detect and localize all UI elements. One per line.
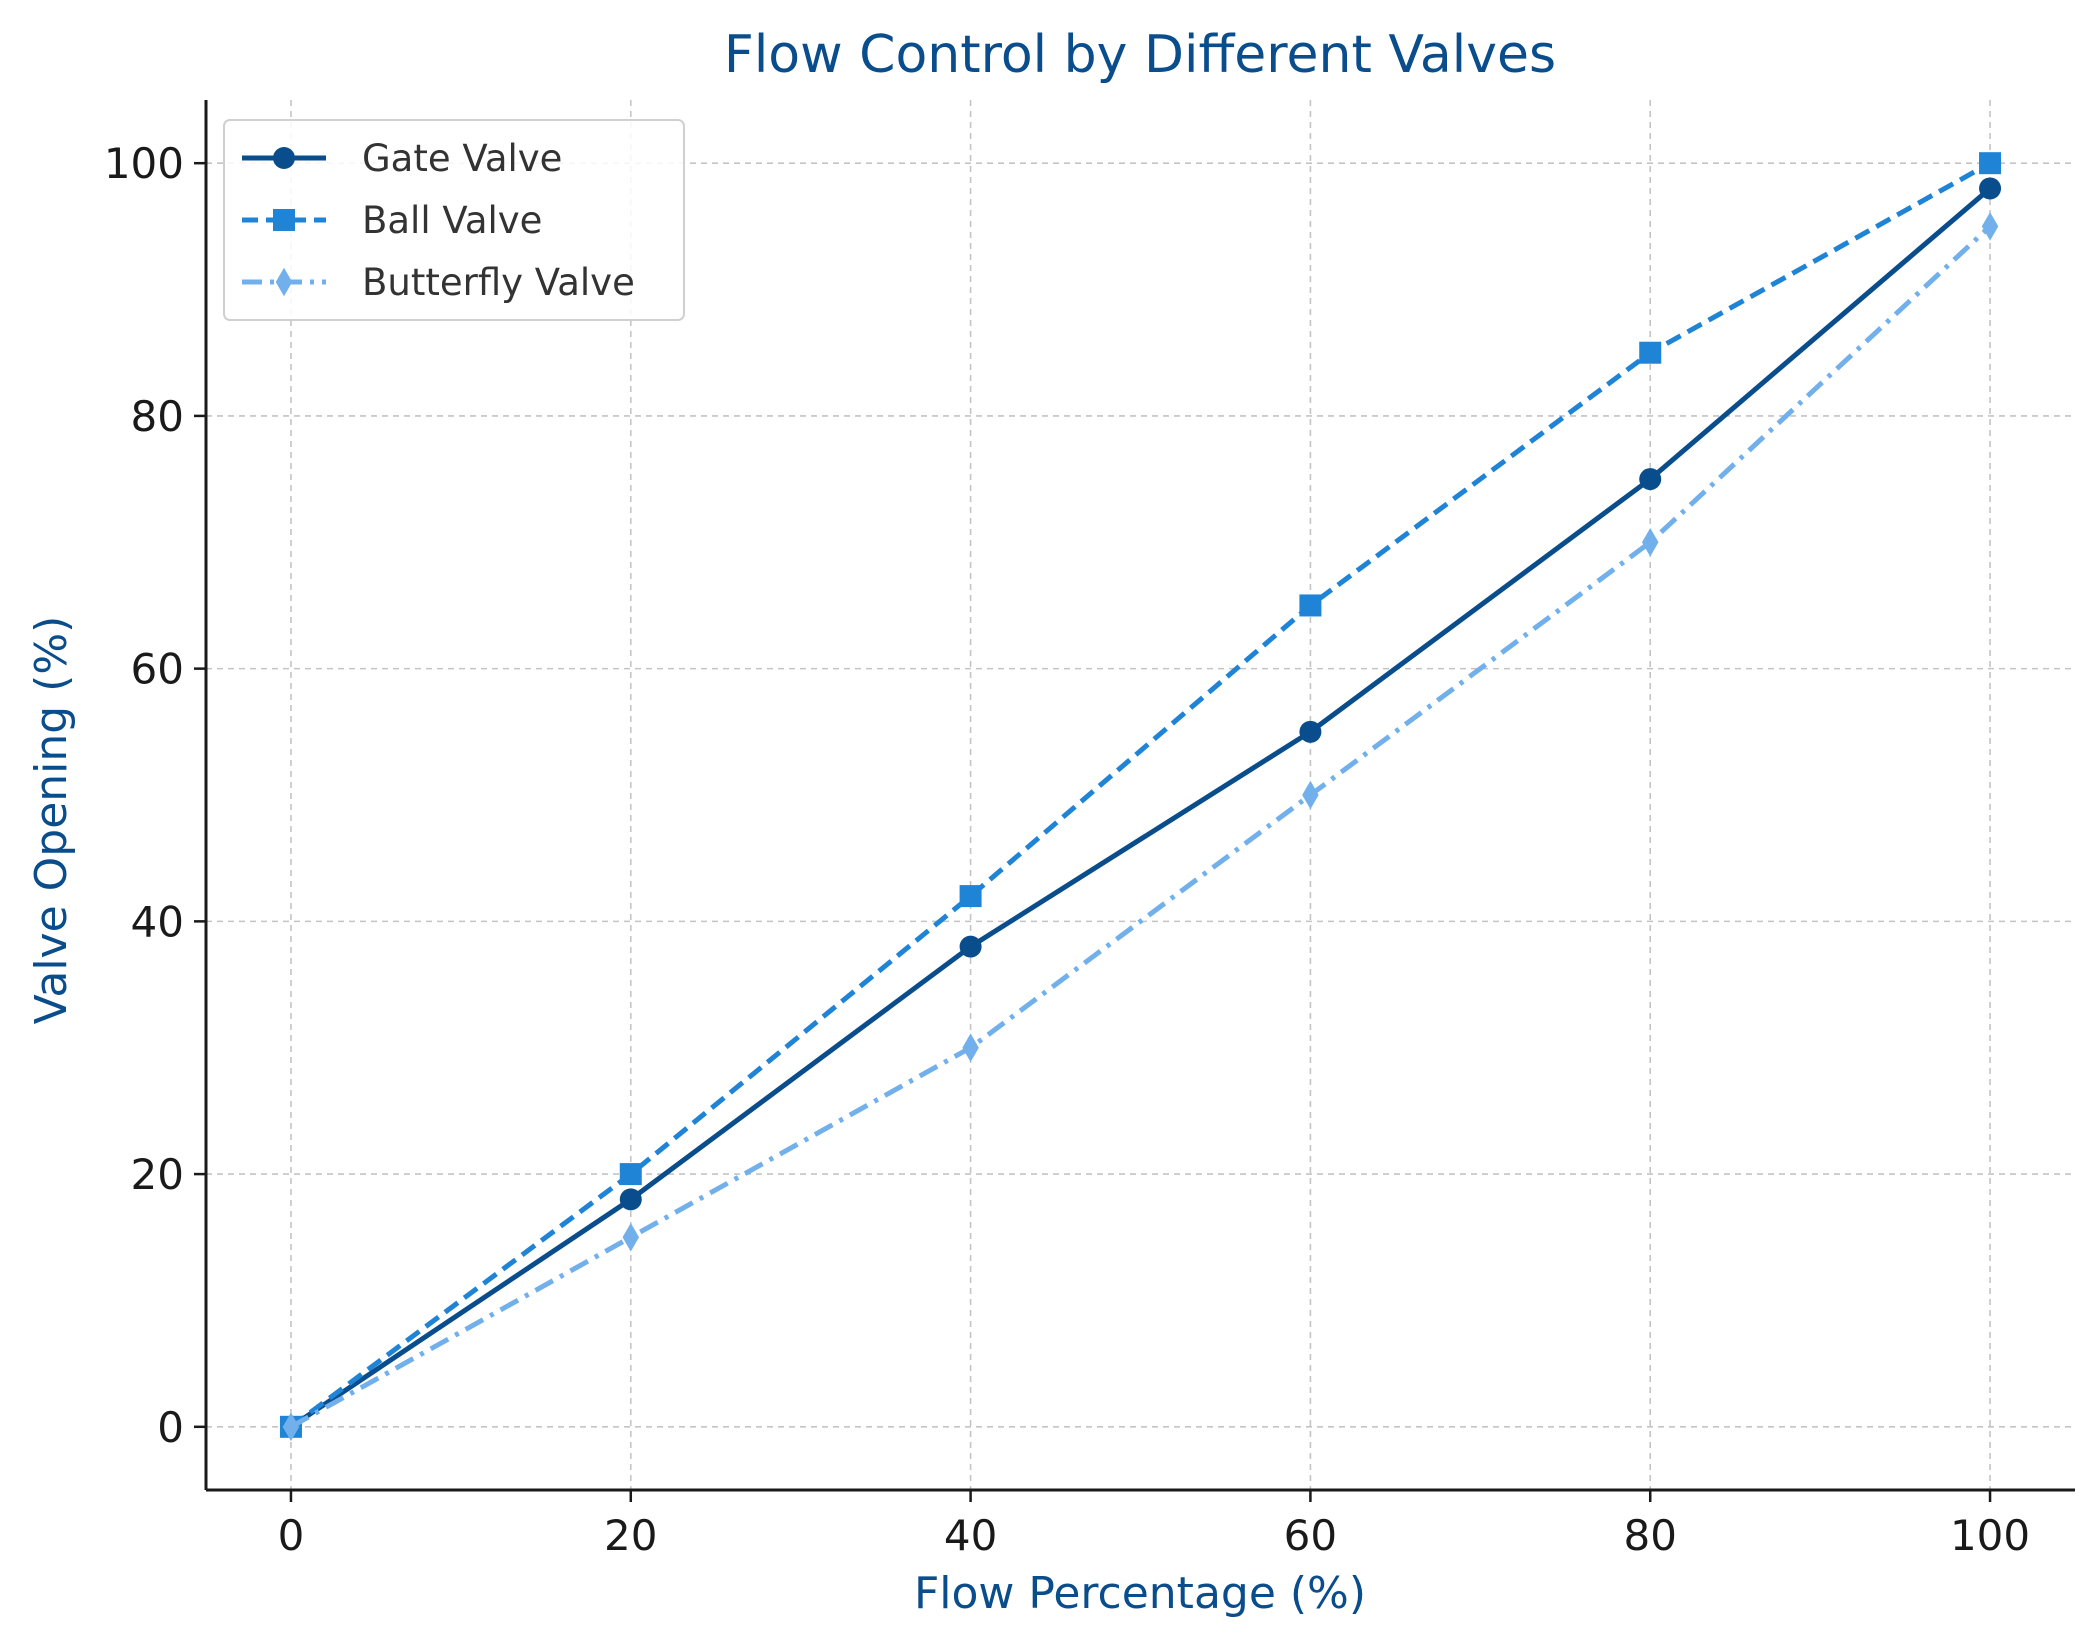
legend-marker bbox=[275, 267, 293, 297]
legend-item: Butterfly Valve bbox=[242, 261, 635, 304]
y-tick-label: 0 bbox=[157, 1403, 184, 1452]
data-point bbox=[619, 1188, 642, 1211]
data-point bbox=[1981, 212, 1999, 241]
data-point bbox=[619, 1163, 642, 1186]
data-point bbox=[1639, 341, 1662, 364]
series-line bbox=[289, 160, 1992, 1429]
data-point bbox=[1641, 527, 1659, 557]
data-point bbox=[962, 1033, 979, 1063]
data-point bbox=[1299, 594, 1322, 617]
series-gate-valve bbox=[279, 177, 2002, 1438]
x-tick-label: 60 bbox=[1284, 1511, 1337, 1560]
y-axis-ticks: 0 20 40 60 80 100 bbox=[104, 139, 206, 1452]
legend-item: Gate Valve bbox=[242, 137, 562, 180]
legend-item: Ball Valve bbox=[242, 199, 542, 242]
legend-box bbox=[223, 119, 685, 321]
data-point bbox=[1302, 780, 1319, 810]
x-tick-label: 100 bbox=[1950, 1511, 2030, 1560]
data-point bbox=[282, 1412, 300, 1442]
data-point bbox=[622, 1222, 640, 1252]
data-point bbox=[959, 935, 982, 958]
x-axis-label: Flow Percentage (%) bbox=[914, 1568, 1366, 1619]
legend-label: Butterfly Valve bbox=[362, 261, 635, 304]
y-tick-label: 20 bbox=[131, 1150, 184, 1199]
x-tick-label: 0 bbox=[278, 1511, 305, 1560]
legend-marker bbox=[273, 209, 295, 231]
series-line bbox=[289, 186, 1992, 1429]
axes bbox=[204, 100, 2075, 1492]
data-point bbox=[959, 885, 982, 908]
chart-title: Flow Control by Different Valves bbox=[724, 25, 1556, 85]
x-tick-label: 20 bbox=[604, 1511, 657, 1560]
y-axis-label: Valve Opening (%) bbox=[26, 616, 77, 1025]
series-line bbox=[289, 224, 1992, 1430]
y-tick-label: 40 bbox=[131, 897, 184, 946]
series-ball-valve bbox=[279, 152, 2002, 1438]
x-axis-ticks: 0 20 40 60 80 100 bbox=[278, 1490, 2030, 1560]
x-tick-label: 80 bbox=[1624, 1511, 1677, 1560]
data-point bbox=[1979, 177, 2002, 200]
legend: Gate Valve Ball Valve Butterfly Valve bbox=[223, 119, 685, 321]
series-layer bbox=[279, 152, 2002, 1442]
legend-marker bbox=[273, 147, 295, 169]
y-tick-label: 100 bbox=[104, 139, 184, 188]
x-tick-label: 40 bbox=[944, 1511, 997, 1560]
data-point bbox=[1979, 152, 2002, 175]
data-point bbox=[1299, 720, 1322, 743]
y-tick-label: 60 bbox=[131, 645, 184, 694]
y-tick-label: 80 bbox=[131, 392, 184, 441]
series-butterfly-valve bbox=[282, 212, 1999, 1442]
data-point bbox=[1639, 468, 1662, 491]
legend-label: Gate Valve bbox=[362, 137, 562, 180]
legend-label: Ball Valve bbox=[362, 199, 542, 242]
